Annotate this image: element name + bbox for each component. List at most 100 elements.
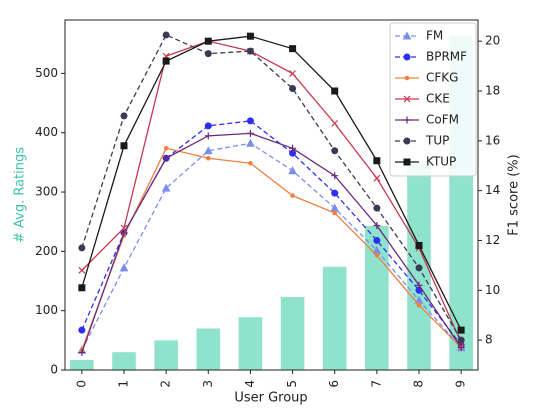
series-marker [415, 264, 423, 272]
bar [238, 317, 263, 370]
series-marker [331, 147, 339, 155]
series-line [81, 40, 462, 343]
x-tick-label: 5 [285, 380, 299, 388]
series-marker [120, 112, 128, 120]
x-tick-label: 1 [117, 380, 131, 388]
y2-tick-label: 18 [485, 83, 500, 97]
series-marker [246, 32, 254, 40]
series-marker [161, 183, 171, 192]
legend-label: CFKG [426, 71, 458, 85]
series-marker [205, 155, 211, 161]
x-tick-label: 6 [327, 380, 341, 388]
series-line [81, 34, 462, 341]
series-line [81, 35, 462, 331]
series-marker [331, 119, 339, 127]
series-marker [331, 87, 339, 95]
bar [70, 359, 94, 370]
legend-marker [402, 31, 412, 40]
bar [112, 352, 136, 370]
series-marker [120, 229, 128, 237]
series-marker [119, 263, 129, 272]
series-marker [415, 241, 423, 249]
series-marker [78, 266, 86, 274]
bar [196, 328, 221, 370]
y2-tick-label: 12 [485, 233, 500, 247]
y-tick-label: 100 [35, 303, 58, 317]
y-tick-label: 200 [35, 244, 58, 258]
series-marker [373, 222, 381, 230]
bar [322, 266, 347, 370]
series-marker [246, 47, 254, 55]
legend-marker [403, 53, 411, 61]
legend-label: CoFM [426, 113, 459, 127]
legend-box [389, 22, 477, 177]
series-marker [78, 244, 86, 252]
series-marker [290, 193, 295, 198]
series-marker [288, 166, 297, 175]
y-axis-label: # Avg. Ratings [13, 147, 28, 243]
y-tick-label: 500 [35, 66, 58, 80]
legend-label: BPRMF [426, 50, 467, 64]
legend-label: FM [426, 29, 443, 43]
series-marker [162, 154, 170, 162]
series-marker [78, 284, 86, 292]
legend-marker [404, 75, 410, 81]
legend-marker [403, 137, 411, 145]
legend-marker [403, 95, 411, 103]
x-tick-label: 8 [412, 380, 426, 388]
series-marker [457, 336, 465, 344]
series-marker [204, 37, 212, 45]
series-marker [416, 302, 422, 308]
series-marker [204, 50, 212, 58]
bar [154, 340, 178, 370]
y2-axis-label: F1 score (%) [507, 154, 522, 235]
plot-frame [64, 19, 479, 371]
series-marker [246, 117, 254, 125]
series-marker [373, 236, 381, 244]
x-tick-label: 0 [74, 380, 88, 388]
series-marker [204, 122, 212, 130]
series-marker [457, 344, 465, 352]
series-marker [415, 281, 423, 289]
series-marker [332, 210, 338, 216]
series-marker [163, 145, 169, 151]
series-marker [78, 326, 86, 334]
bar [280, 297, 305, 370]
series-marker [120, 142, 128, 150]
series-marker [78, 349, 86, 357]
legend-marker [403, 158, 411, 166]
series-marker [162, 57, 170, 65]
x-axis-label: User Group [234, 391, 307, 406]
series-line [81, 142, 462, 351]
legend-label: TUP [425, 134, 449, 148]
series-marker [248, 160, 253, 166]
series-marker [289, 70, 296, 77]
series-marker [331, 172, 339, 180]
y-tick-label: 400 [35, 125, 58, 139]
y2-tick-label: 16 [485, 133, 500, 147]
y2-tick-label: 14 [485, 183, 500, 197]
y2-tick-label: 20 [485, 34, 500, 48]
series-marker [204, 132, 212, 140]
series-line [81, 147, 462, 351]
series-marker [246, 138, 255, 147]
legend-label: CKE [426, 92, 450, 106]
series-marker [289, 144, 297, 152]
series-marker [289, 85, 297, 93]
series-marker [457, 326, 465, 334]
x-tick-label: 9 [454, 380, 468, 388]
series-marker [162, 31, 170, 39]
series-marker [203, 146, 213, 155]
series-marker [373, 204, 381, 212]
y-tick-label: 0 [50, 363, 58, 377]
x-tick-label: 7 [369, 380, 383, 388]
series-marker [373, 157, 381, 165]
series-marker [246, 129, 254, 137]
series-marker [331, 189, 339, 197]
legend-marker [403, 116, 411, 124]
series-marker [289, 45, 297, 53]
legend-label: KTUP [426, 155, 456, 169]
series-marker [374, 253, 380, 258]
series-marker [373, 174, 381, 182]
